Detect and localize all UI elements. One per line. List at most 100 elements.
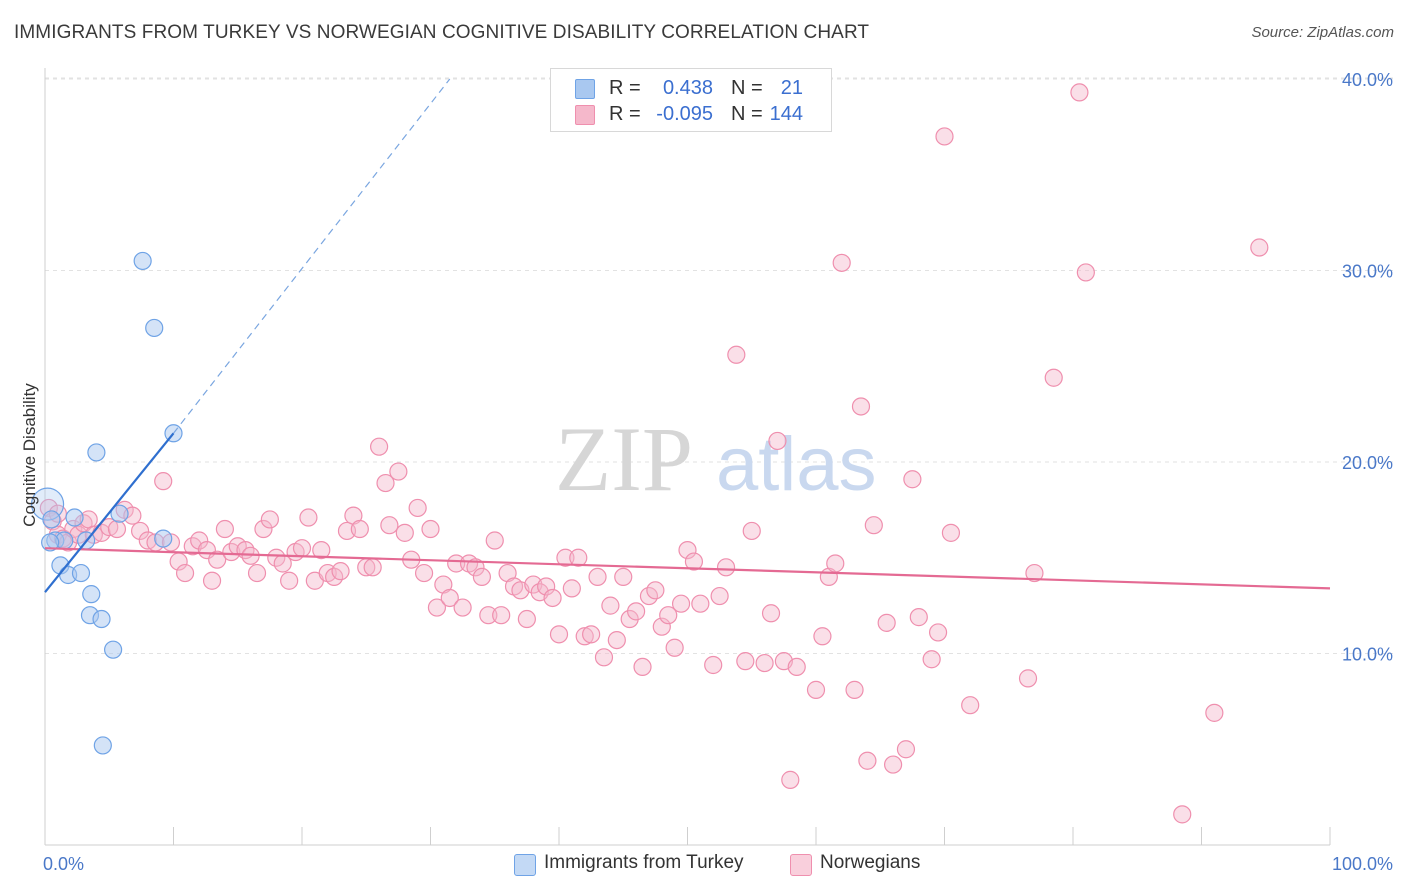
series-legend: Immigrants from Turkey Norwegians — [0, 852, 1406, 878]
data-point-norwegians — [582, 625, 601, 644]
data-point-norwegians — [678, 540, 697, 560]
data-point-norwegians — [1018, 669, 1038, 688]
data-point-norwegians — [247, 563, 267, 583]
data-point-norwegians — [363, 558, 382, 577]
data-point-norwegians — [517, 609, 536, 629]
trend-line-turkey-extension — [173, 78, 451, 434]
data-point-norwegians — [549, 625, 569, 644]
legend-swatch-turkey — [575, 79, 595, 99]
data-point-norwegians — [485, 531, 504, 550]
data-point-norwegians — [896, 740, 916, 759]
data-point-norwegians — [370, 437, 389, 456]
data-point-turkey — [104, 640, 123, 659]
data-point-norwegians — [716, 558, 736, 577]
y-tick-label: 40.0% — [1342, 70, 1393, 90]
data-point-norwegians — [742, 521, 761, 541]
data-point-norwegians — [380, 516, 399, 535]
data-point-norwegians — [607, 630, 626, 650]
data-point-norwegians — [832, 253, 851, 272]
data-point-norwegians — [408, 498, 427, 518]
data-point-norwegians — [414, 563, 434, 583]
data-point-norwegians — [389, 462, 408, 481]
data-point-norwegians — [299, 508, 318, 527]
legend-swatch-norwegians — [575, 105, 595, 125]
data-point-norwegians — [787, 657, 806, 677]
data-point-norwegians — [626, 602, 646, 621]
data-point-norwegians — [1076, 263, 1095, 282]
x-tick-label: 0.0% — [43, 854, 84, 874]
data-point-norwegians — [691, 594, 710, 613]
data-point-norwegians — [280, 571, 299, 590]
data-point-norwegians — [659, 606, 678, 625]
data-point-norwegians — [736, 652, 755, 671]
data-point-norwegians — [376, 473, 395, 493]
data-point-norwegians — [472, 567, 491, 587]
y-tick-label: 10.0% — [1342, 645, 1393, 665]
data-point-norwegians — [395, 523, 414, 542]
data-point-norwegians — [858, 751, 877, 770]
data-point-norwegians — [107, 519, 127, 539]
data-point-norwegians — [331, 562, 350, 581]
data-point-norwegians — [845, 680, 864, 699]
data-point-norwegians — [614, 567, 633, 587]
data-point-turkey — [93, 736, 112, 755]
legend-row-turkey: R = 0.438 N = 21 — [551, 75, 831, 101]
data-point-norwegians — [727, 345, 746, 364]
data-point-norwegians — [1173, 805, 1192, 824]
data-point-norwegians — [877, 613, 896, 632]
source-label: Source: ZipAtlas.com — [1251, 24, 1394, 41]
data-point-norwegians — [633, 657, 652, 677]
data-point-norwegians — [1044, 368, 1063, 387]
data-point-norwegians — [1070, 83, 1089, 102]
chart-title: IMMIGRANTS FROM TURKEY VS NORWEGIAN COGN… — [14, 22, 870, 43]
legend-row-norwegians: R = -0.095 N = 144 — [551, 101, 831, 127]
data-point-norwegians — [492, 606, 511, 625]
legend-swatch-turkey — [514, 854, 536, 876]
series-turkey — [30, 251, 183, 755]
data-point-norwegians — [704, 655, 723, 675]
legend-label-turkey: Immigrants from Turkey — [544, 852, 744, 873]
data-point-norwegians — [826, 554, 845, 573]
data-point-norwegians — [260, 510, 279, 529]
data-point-turkey — [110, 504, 129, 523]
legend-label-norwegians: Norwegians — [820, 852, 921, 873]
data-point-norwegians — [961, 696, 980, 715]
data-point-norwegians — [671, 594, 691, 613]
data-point-norwegians — [312, 540, 331, 560]
data-point-norwegians — [684, 552, 704, 571]
y-tick-label: 20.0% — [1342, 453, 1393, 473]
legend-swatch-norwegians — [790, 854, 812, 876]
data-point-norwegians — [130, 521, 150, 541]
data-point-norwegians — [254, 519, 273, 539]
legend-r-label: R = — [609, 103, 641, 125]
trend-lines — [44, 78, 1331, 593]
data-point-norwegians — [594, 648, 614, 667]
data-point-norwegians — [806, 680, 826, 699]
data-point-turkey — [41, 533, 60, 552]
data-point-turkey — [92, 609, 111, 629]
data-point-norwegians — [909, 608, 928, 627]
data-point-norwegians — [453, 598, 472, 617]
data-point-norwegians — [755, 653, 774, 673]
legend-n-value: 21 — [780, 77, 803, 99]
data-point-norwegians — [928, 623, 948, 642]
trend-line-turkey — [44, 432, 175, 593]
axes — [44, 68, 1331, 846]
legend-r-value: -0.095 — [656, 103, 713, 125]
data-point-norwegians — [941, 523, 961, 542]
data-point-norwegians — [543, 588, 562, 608]
data-point-turkey — [87, 443, 106, 462]
data-point-norwegians — [175, 563, 195, 583]
legend-r-value: 0.438 — [662, 77, 713, 99]
data-point-norwegians — [768, 431, 787, 451]
data-point-norwegians — [421, 519, 440, 539]
data-point-norwegians — [350, 519, 369, 539]
data-point-norwegians — [440, 588, 459, 608]
data-point-norwegians — [427, 598, 447, 617]
data-point-turkey — [133, 251, 152, 271]
data-point-turkey — [154, 529, 173, 548]
data-point-norwegians — [556, 548, 575, 567]
watermark-atlas: atlas — [716, 422, 877, 507]
data-point-norwegians — [813, 627, 832, 646]
